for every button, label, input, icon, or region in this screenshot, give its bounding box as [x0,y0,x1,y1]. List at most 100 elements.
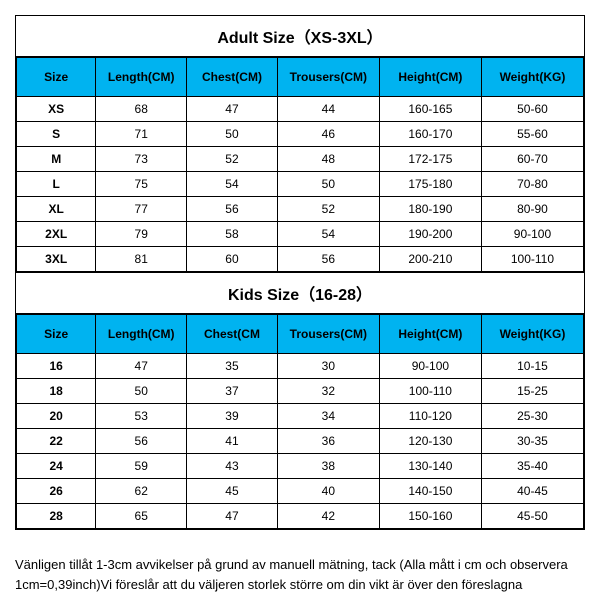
table-cell: 100-110 [481,247,583,272]
table-cell: 56 [187,197,278,222]
table-cell: 54 [277,222,379,247]
table-cell: 25-30 [481,404,583,429]
table-cell: 52 [187,147,278,172]
table-cell: 50 [187,122,278,147]
table-cell: 160-170 [379,122,481,147]
table-cell: 70-80 [481,172,583,197]
table-cell: 77 [96,197,187,222]
table-cell: 39 [187,404,278,429]
table-cell: 62 [96,479,187,504]
table-cell: 65 [96,504,187,529]
table-cell: 56 [96,429,187,454]
size-chart-container: Adult Size（XS-3XL） Size Length(CM) Chest… [15,15,585,530]
kids-section-title: Kids Size（16-28） [16,272,584,314]
table-cell: 30 [277,354,379,379]
table-cell: 28 [17,504,96,529]
table-row: 20533934110-12025-30 [17,404,584,429]
table-cell: 47 [96,354,187,379]
col-header-length: Length(CM) [96,58,187,97]
table-row: 24594338130-14035-40 [17,454,584,479]
table-cell: 20 [17,404,96,429]
table-cell: 50 [277,172,379,197]
col-header-height: Height(CM) [379,58,481,97]
table-cell: 150-160 [379,504,481,529]
table-cell: 59 [96,454,187,479]
col-header-height: Height(CM) [379,315,481,354]
table-cell: 44 [277,97,379,122]
kids-size-table: Size Length(CM) Chest(CM Trousers(CM) He… [16,314,584,529]
col-header-weight: Weight(KG) [481,315,583,354]
table-cell: 42 [277,504,379,529]
table-cell: 180-190 [379,197,481,222]
table-cell: 37 [187,379,278,404]
table-cell: 140-150 [379,479,481,504]
table-cell: 34 [277,404,379,429]
table-cell: 15-25 [481,379,583,404]
table-row: 2XL795854190-20090-100 [17,222,584,247]
table-cell: 60 [187,247,278,272]
table-cell: 200-210 [379,247,481,272]
table-cell: 71 [96,122,187,147]
col-header-chest: Chest(CM [187,315,278,354]
table-row: XS684744160-16550-60 [17,97,584,122]
table-row: 22564136120-13030-35 [17,429,584,454]
table-cell: XL [17,197,96,222]
adult-header-row: Size Length(CM) Chest(CM) Trousers(CM) H… [17,58,584,97]
table-cell: 35 [187,354,278,379]
table-cell: 24 [17,454,96,479]
col-header-size: Size [17,58,96,97]
col-header-length: Length(CM) [96,315,187,354]
adult-section-title: Adult Size（XS-3XL） [16,16,584,57]
table-row: S715046160-17055-60 [17,122,584,147]
table-cell: 45 [187,479,278,504]
table-cell: 18 [17,379,96,404]
table-cell: 110-120 [379,404,481,429]
table-cell: 52 [277,197,379,222]
table-cell: 90-100 [379,354,481,379]
table-cell: 36 [277,429,379,454]
table-cell: 45-50 [481,504,583,529]
table-cell: 81 [96,247,187,272]
table-cell: 90-100 [481,222,583,247]
table-cell: 50 [96,379,187,404]
table-cell: 50-60 [481,97,583,122]
table-row: 18503732100-11015-25 [17,379,584,404]
table-cell: 190-200 [379,222,481,247]
adult-size-table: Size Length(CM) Chest(CM) Trousers(CM) H… [16,57,584,272]
table-cell: S [17,122,96,147]
table-cell: 40-45 [481,479,583,504]
table-row: 26624540140-15040-45 [17,479,584,504]
table-cell: 16 [17,354,96,379]
table-cell: 55-60 [481,122,583,147]
table-cell: M [17,147,96,172]
table-cell: 22 [17,429,96,454]
col-header-weight: Weight(KG) [481,58,583,97]
table-cell: 58 [187,222,278,247]
table-cell: 130-140 [379,454,481,479]
table-cell: 47 [187,504,278,529]
col-header-trousers: Trousers(CM) [277,58,379,97]
table-cell: 100-110 [379,379,481,404]
table-row: 3XL816056200-210100-110 [17,247,584,272]
table-cell: 2XL [17,222,96,247]
measurement-note: Vänligen tillåt 1-3cm avvikelser på grun… [15,555,585,594]
table-cell: 73 [96,147,187,172]
table-row: 1647353090-10010-15 [17,354,584,379]
table-cell: 40 [277,479,379,504]
table-cell: XS [17,97,96,122]
table-cell: 47 [187,97,278,122]
table-cell: 68 [96,97,187,122]
table-row: 28654742150-16045-50 [17,504,584,529]
col-header-size: Size [17,315,96,354]
table-cell: 120-130 [379,429,481,454]
table-cell: 38 [277,454,379,479]
table-cell: 3XL [17,247,96,272]
table-cell: 35-40 [481,454,583,479]
table-cell: 48 [277,147,379,172]
table-cell: 10-15 [481,354,583,379]
table-cell: 46 [277,122,379,147]
table-cell: 80-90 [481,197,583,222]
table-cell: 56 [277,247,379,272]
table-cell: 32 [277,379,379,404]
table-cell: 160-165 [379,97,481,122]
